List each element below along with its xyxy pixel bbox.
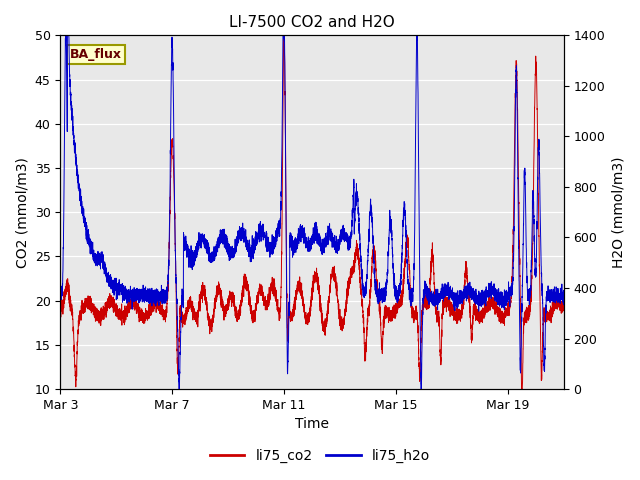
Text: BA_flux: BA_flux	[70, 48, 122, 61]
Y-axis label: CO2 (mmol/m3): CO2 (mmol/m3)	[15, 157, 29, 268]
Legend: li75_co2, li75_h2o: li75_co2, li75_h2o	[204, 443, 436, 468]
X-axis label: Time: Time	[295, 418, 329, 432]
Y-axis label: H2O (mmol/m3): H2O (mmol/m3)	[611, 156, 625, 268]
Title: LI-7500 CO2 and H2O: LI-7500 CO2 and H2O	[229, 15, 395, 30]
